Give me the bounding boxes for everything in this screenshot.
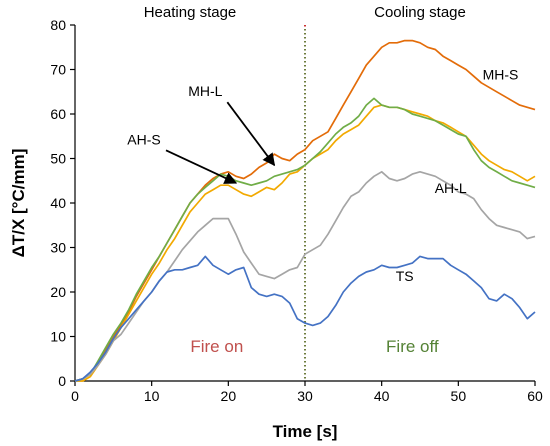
heating-stage-label: Heating stage [144,4,237,21]
y-tick-label: 0 [58,373,66,389]
cooling-stage-label: Cooling stage [374,4,466,21]
series-line-ts [74,255,536,382]
y-tick-label: 50 [50,151,66,167]
y-tick-label: 80 [50,17,66,33]
x-tick-label: 10 [144,388,160,404]
y-axis-title: ΔT/X [°C/mm] [9,149,28,258]
series-label-ah-l: AH-L [435,180,467,196]
x-tick-label: 0 [71,388,79,404]
fire-on-annotation: Fire on [190,337,243,356]
y-tick-label: 60 [50,106,66,122]
y-tick-label: 30 [50,240,66,256]
y-tick-label: 20 [50,284,66,300]
series-line-ah-s [74,97,536,382]
series-line-mh-s [74,39,536,382]
y-tick-label: 70 [50,62,66,78]
x-tick-label: 30 [297,388,313,404]
y-tick-label: 10 [50,329,66,345]
series-labels: MH-S AH-L TS MH-L AH-S [127,66,518,284]
plot-area [74,25,535,382]
fire-off-annotation: Fire off [386,337,439,356]
x-tick-label: 50 [451,388,467,404]
series-label-ah-s: AH-S [127,131,160,147]
x-tick-label: 40 [374,388,390,404]
arrow-ah-s [165,149,238,184]
series-label-ts: TS [396,268,414,284]
series-label-mh-l: MH-L [188,83,222,99]
y-tick-label: 40 [50,195,66,211]
series-lines [74,39,536,382]
y-axis-ticks: 0 10 20 30 40 50 60 70 80 [50,17,75,389]
series-label-mh-s: MH-S [483,66,519,82]
x-tick-label: 20 [221,388,237,404]
x-tick-label: 60 [527,388,543,404]
arrow-mh-l [226,101,276,167]
x-axis-title: Time [s] [273,422,338,441]
x-axis-ticks: 0 10 20 30 40 50 60 [71,381,543,404]
